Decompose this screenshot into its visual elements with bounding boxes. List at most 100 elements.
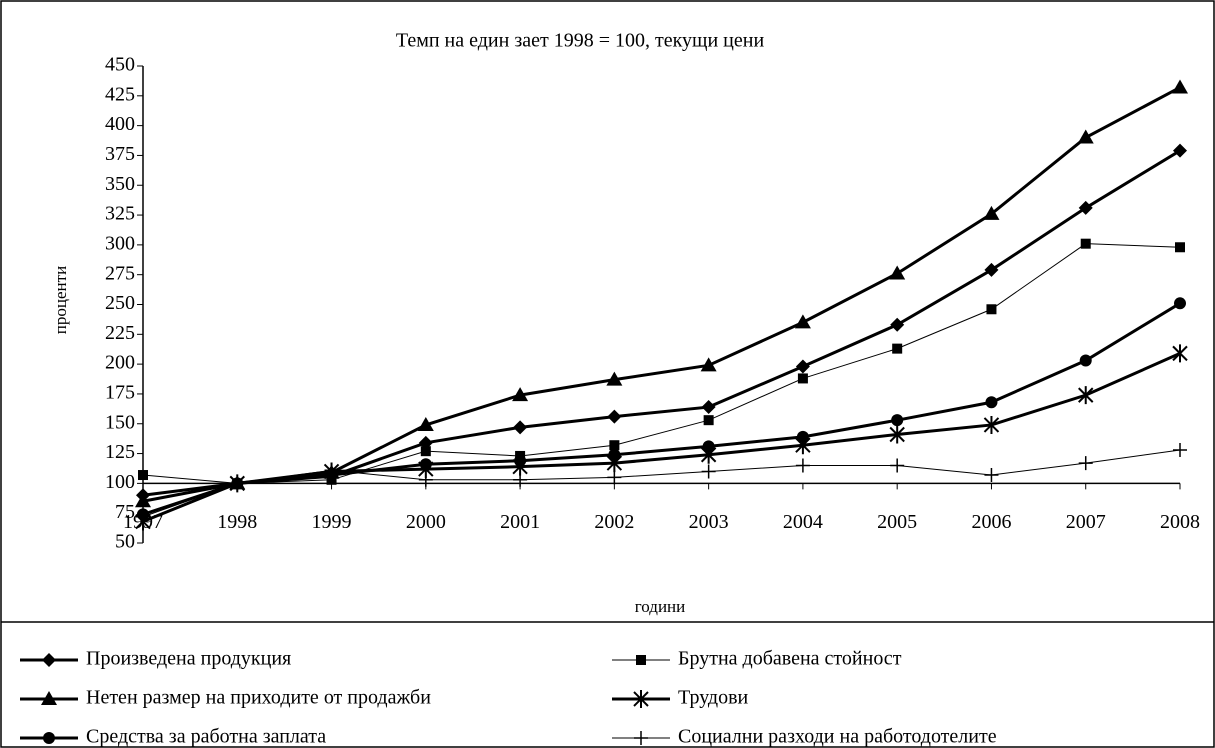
y-tick-label: 375 <box>105 143 135 165</box>
x-tick-label: 2002 <box>594 511 634 533</box>
marker <box>983 205 1000 220</box>
marker <box>1079 354 1092 367</box>
marker <box>701 400 716 415</box>
marker <box>891 414 904 427</box>
marker <box>1078 456 1093 471</box>
y-tick-label: 425 <box>105 83 135 105</box>
marker <box>700 357 717 372</box>
legend-label: Социални разходи на работодотелите <box>678 726 997 748</box>
y-tick-label: 350 <box>105 173 135 195</box>
series-line <box>142 243 1181 484</box>
marker <box>136 509 150 524</box>
marker <box>985 396 998 409</box>
x-tick-label: 2004 <box>783 511 823 533</box>
y-tick-label: 300 <box>105 232 135 254</box>
x-tick-label: 1998 <box>217 511 257 533</box>
x-tick-label: 2006 <box>971 511 1011 533</box>
marker <box>607 409 622 424</box>
marker <box>634 731 648 745</box>
marker <box>512 387 529 402</box>
legend-label: Нетен размер на приходите от продажби <box>86 687 431 709</box>
marker <box>41 691 57 705</box>
y-tick-label: 175 <box>105 382 135 404</box>
marker <box>513 420 528 435</box>
y-tick-label: 200 <box>105 352 135 374</box>
y-tick-label: 150 <box>105 411 135 433</box>
marker <box>797 373 808 384</box>
y-tick-label: 225 <box>105 322 135 344</box>
marker <box>1172 344 1188 363</box>
marker <box>420 446 431 457</box>
x-tick-label: 2007 <box>1066 511 1106 533</box>
marker <box>889 425 905 444</box>
marker <box>42 653 56 667</box>
marker <box>1173 442 1187 457</box>
marker <box>324 463 339 478</box>
marker <box>1077 129 1094 144</box>
marker <box>1080 238 1091 249</box>
marker <box>633 690 649 708</box>
legend-label: Средства за работна заплата <box>86 726 326 748</box>
marker <box>983 415 1000 434</box>
marker <box>890 458 905 473</box>
marker <box>892 343 903 354</box>
series-line <box>142 302 1181 516</box>
marker <box>43 732 55 744</box>
marker <box>607 470 622 485</box>
legend-label: Брутна добавена стойност <box>678 648 902 670</box>
x-axis-label: години <box>635 597 686 616</box>
marker <box>703 415 714 426</box>
x-tick-label: 2000 <box>406 511 446 533</box>
marker <box>230 476 245 491</box>
marker <box>889 265 906 280</box>
legend-label: Произведена продукция <box>86 648 291 670</box>
marker <box>795 458 810 473</box>
marker <box>1078 200 1093 215</box>
y-axis-label: проценти <box>51 266 70 334</box>
marker <box>417 416 434 431</box>
marker <box>984 468 999 483</box>
marker <box>606 371 623 386</box>
x-tick-label: 1999 <box>312 511 352 533</box>
y-tick-label: 250 <box>105 292 135 314</box>
marker <box>890 317 905 332</box>
marker <box>419 458 432 471</box>
marker <box>984 262 999 277</box>
chart-title: Темп на един зает 1998 = 100, текущи цен… <box>396 30 765 52</box>
marker <box>608 448 621 461</box>
marker <box>1173 143 1187 158</box>
marker <box>986 304 997 315</box>
y-tick-label: 275 <box>105 262 135 284</box>
y-tick-label: 400 <box>105 113 135 135</box>
x-tick-label: 2008 <box>1160 511 1200 533</box>
marker <box>1078 386 1094 405</box>
x-tick-label: 2003 <box>689 511 729 533</box>
marker <box>514 454 527 467</box>
x-tick-label: 2005 <box>877 511 917 533</box>
y-tick-label: 75 <box>115 501 135 523</box>
marker <box>795 359 810 374</box>
marker <box>636 655 646 665</box>
y-tick-label: 450 <box>105 54 135 76</box>
marker <box>513 472 528 487</box>
legend-label: Трудови <box>678 687 749 709</box>
series-line <box>142 352 1181 523</box>
y-tick-label: 325 <box>105 203 135 225</box>
y-tick-label: 125 <box>105 441 135 463</box>
y-tick-label: 100 <box>105 471 135 493</box>
marker <box>702 440 715 453</box>
marker <box>796 430 809 443</box>
marker <box>1175 242 1185 253</box>
marker <box>794 314 811 329</box>
series-line <box>142 449 1181 518</box>
y-tick-label: 50 <box>115 531 135 553</box>
marker <box>701 464 716 479</box>
marker <box>1172 79 1188 94</box>
marker <box>135 493 151 508</box>
marker <box>418 472 433 487</box>
marker <box>609 440 620 451</box>
marker <box>1174 297 1186 310</box>
marker <box>138 470 148 481</box>
